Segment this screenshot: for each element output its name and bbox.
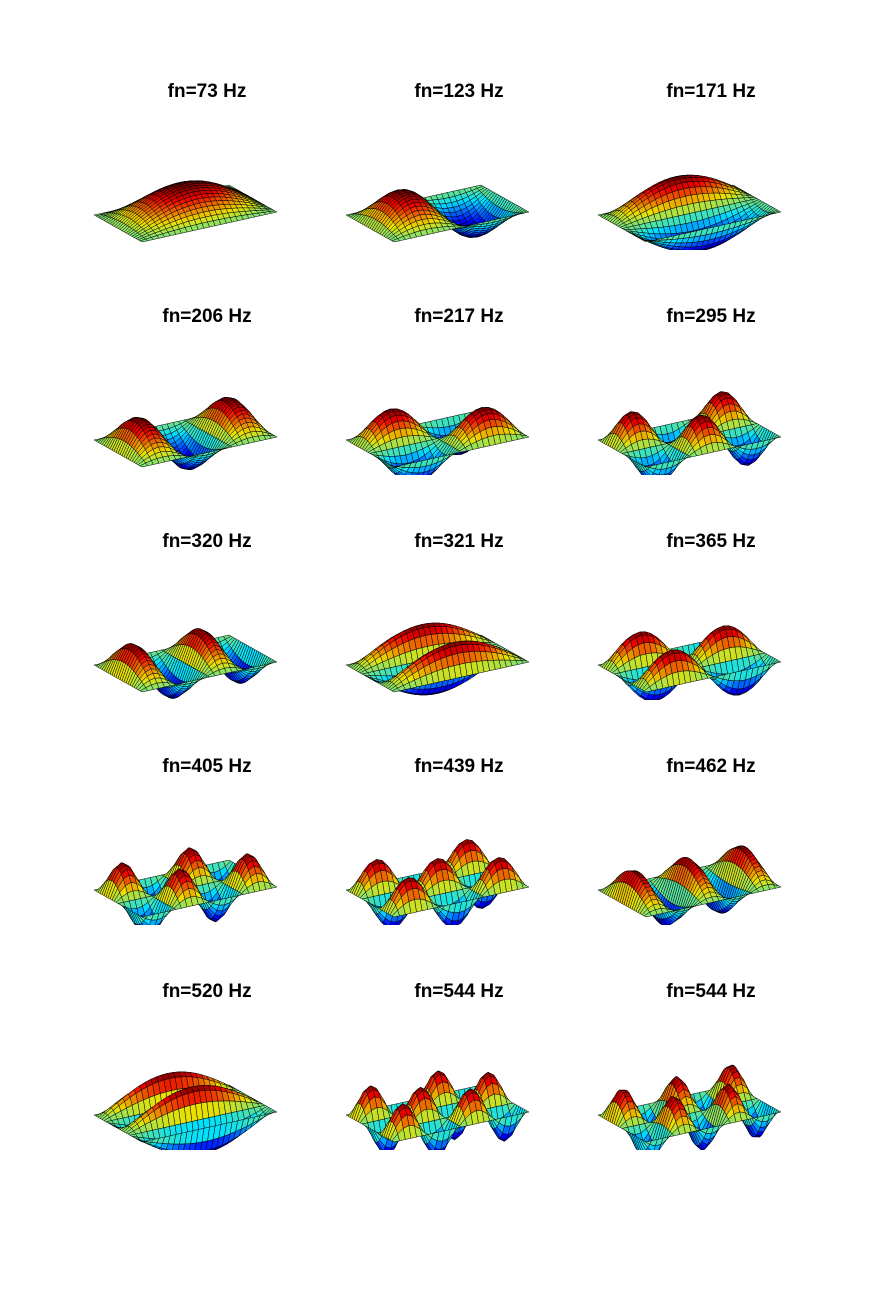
mode-title: fn=171 Hz bbox=[666, 81, 756, 102]
mode-panel: fn=321 Hz bbox=[344, 530, 574, 710]
surface-cell bbox=[139, 238, 148, 243]
mode-title: fn=123 Hz bbox=[414, 81, 504, 102]
mode-shape-surface bbox=[597, 625, 782, 700]
mode-title: fn=206 Hz bbox=[162, 306, 252, 327]
mode-shape-surface bbox=[93, 628, 278, 699]
surface-cell bbox=[643, 240, 652, 243]
mode-shape-surface bbox=[597, 391, 782, 475]
mode-panel: fn=320 Hz bbox=[92, 530, 322, 710]
mode-panel: fn=295 Hz bbox=[596, 305, 826, 485]
mode-panel: fn=123 Hz bbox=[344, 80, 574, 260]
mode-panel: fn=171 Hz bbox=[596, 80, 826, 260]
mode-shape-surface bbox=[345, 622, 530, 696]
surface-cell bbox=[391, 687, 400, 693]
mode-panel: fn=73 Hz bbox=[92, 80, 322, 260]
mode-title: fn=217 Hz bbox=[414, 306, 504, 327]
surface-cell bbox=[391, 465, 400, 468]
mode-title: fn=365 Hz bbox=[666, 531, 756, 552]
mode-title: fn=321 Hz bbox=[414, 531, 504, 552]
mode-panel: fn=206 Hz bbox=[92, 305, 322, 485]
mode-shape-surface bbox=[93, 180, 278, 243]
mode-title: fn=73 Hz bbox=[167, 81, 247, 102]
mode-title: fn=320 Hz bbox=[162, 531, 252, 552]
surface-cell bbox=[139, 687, 148, 693]
mode-panel: fn=365 Hz bbox=[596, 530, 826, 710]
mode-title: fn=295 Hz bbox=[666, 306, 756, 327]
mode-panel: fn=217 Hz bbox=[344, 305, 574, 485]
mode-shape-surface bbox=[345, 407, 530, 475]
mode-shape-surface bbox=[345, 184, 530, 243]
surface-cell bbox=[391, 238, 400, 243]
surface-cell bbox=[139, 462, 148, 468]
surface-cell bbox=[643, 465, 652, 468]
mode-shape-surface bbox=[597, 174, 782, 250]
mode-shape-surface bbox=[93, 397, 278, 470]
